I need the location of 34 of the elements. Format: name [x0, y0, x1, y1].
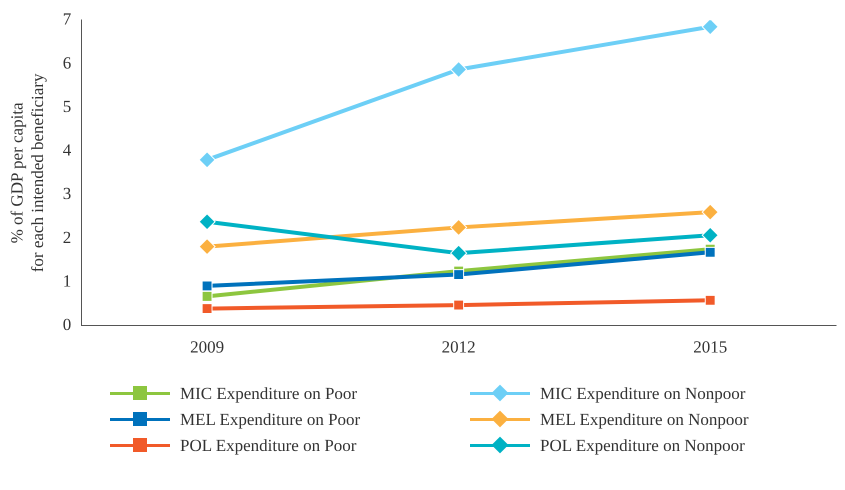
point: [702, 226, 719, 244]
point: [198, 213, 216, 230]
y-tick-label: 5: [62, 96, 72, 116]
point: [704, 246, 716, 258]
point: [450, 61, 468, 78]
x-tick-label: 2012: [442, 337, 476, 356]
point: [702, 204, 719, 221]
point: [453, 269, 464, 280]
point: [198, 151, 216, 168]
y-tick-label: 7: [62, 10, 72, 29]
y-tick-label: 6: [62, 53, 72, 72]
x-tick-label: 2015: [693, 337, 728, 356]
legend-label: POL Expenditure on Poor: [180, 436, 356, 456]
legend-label: MEL Expenditure on Nonpoor: [540, 410, 749, 430]
y-axis-title: % of GDP per capita for each intended beneficiary: [8, 73, 48, 272]
point: [450, 218, 468, 236]
legend-label: MIC Expenditure on Poor: [180, 384, 358, 404]
point: [702, 20, 719, 36]
point: [453, 300, 464, 311]
y-tick-label: 1: [62, 271, 72, 290]
y-tick-label: 3: [62, 184, 72, 204]
point: [704, 294, 716, 306]
x-tick-label: 2009: [190, 337, 224, 356]
point: [198, 238, 216, 256]
y-tick-label: 0: [62, 315, 72, 334]
point: [202, 280, 213, 292]
point: [450, 244, 468, 262]
y-tick-label: 4: [62, 140, 72, 160]
legend-label: MEL Expenditure on Poor: [180, 410, 360, 430]
legend-label: POL Expenditure on Nonpoor: [540, 436, 745, 456]
y-tick-label: 2: [62, 228, 72, 247]
point: [202, 303, 213, 314]
point: [202, 290, 213, 302]
legend-label: MIC Expenditure on Nonpoor: [540, 384, 746, 404]
